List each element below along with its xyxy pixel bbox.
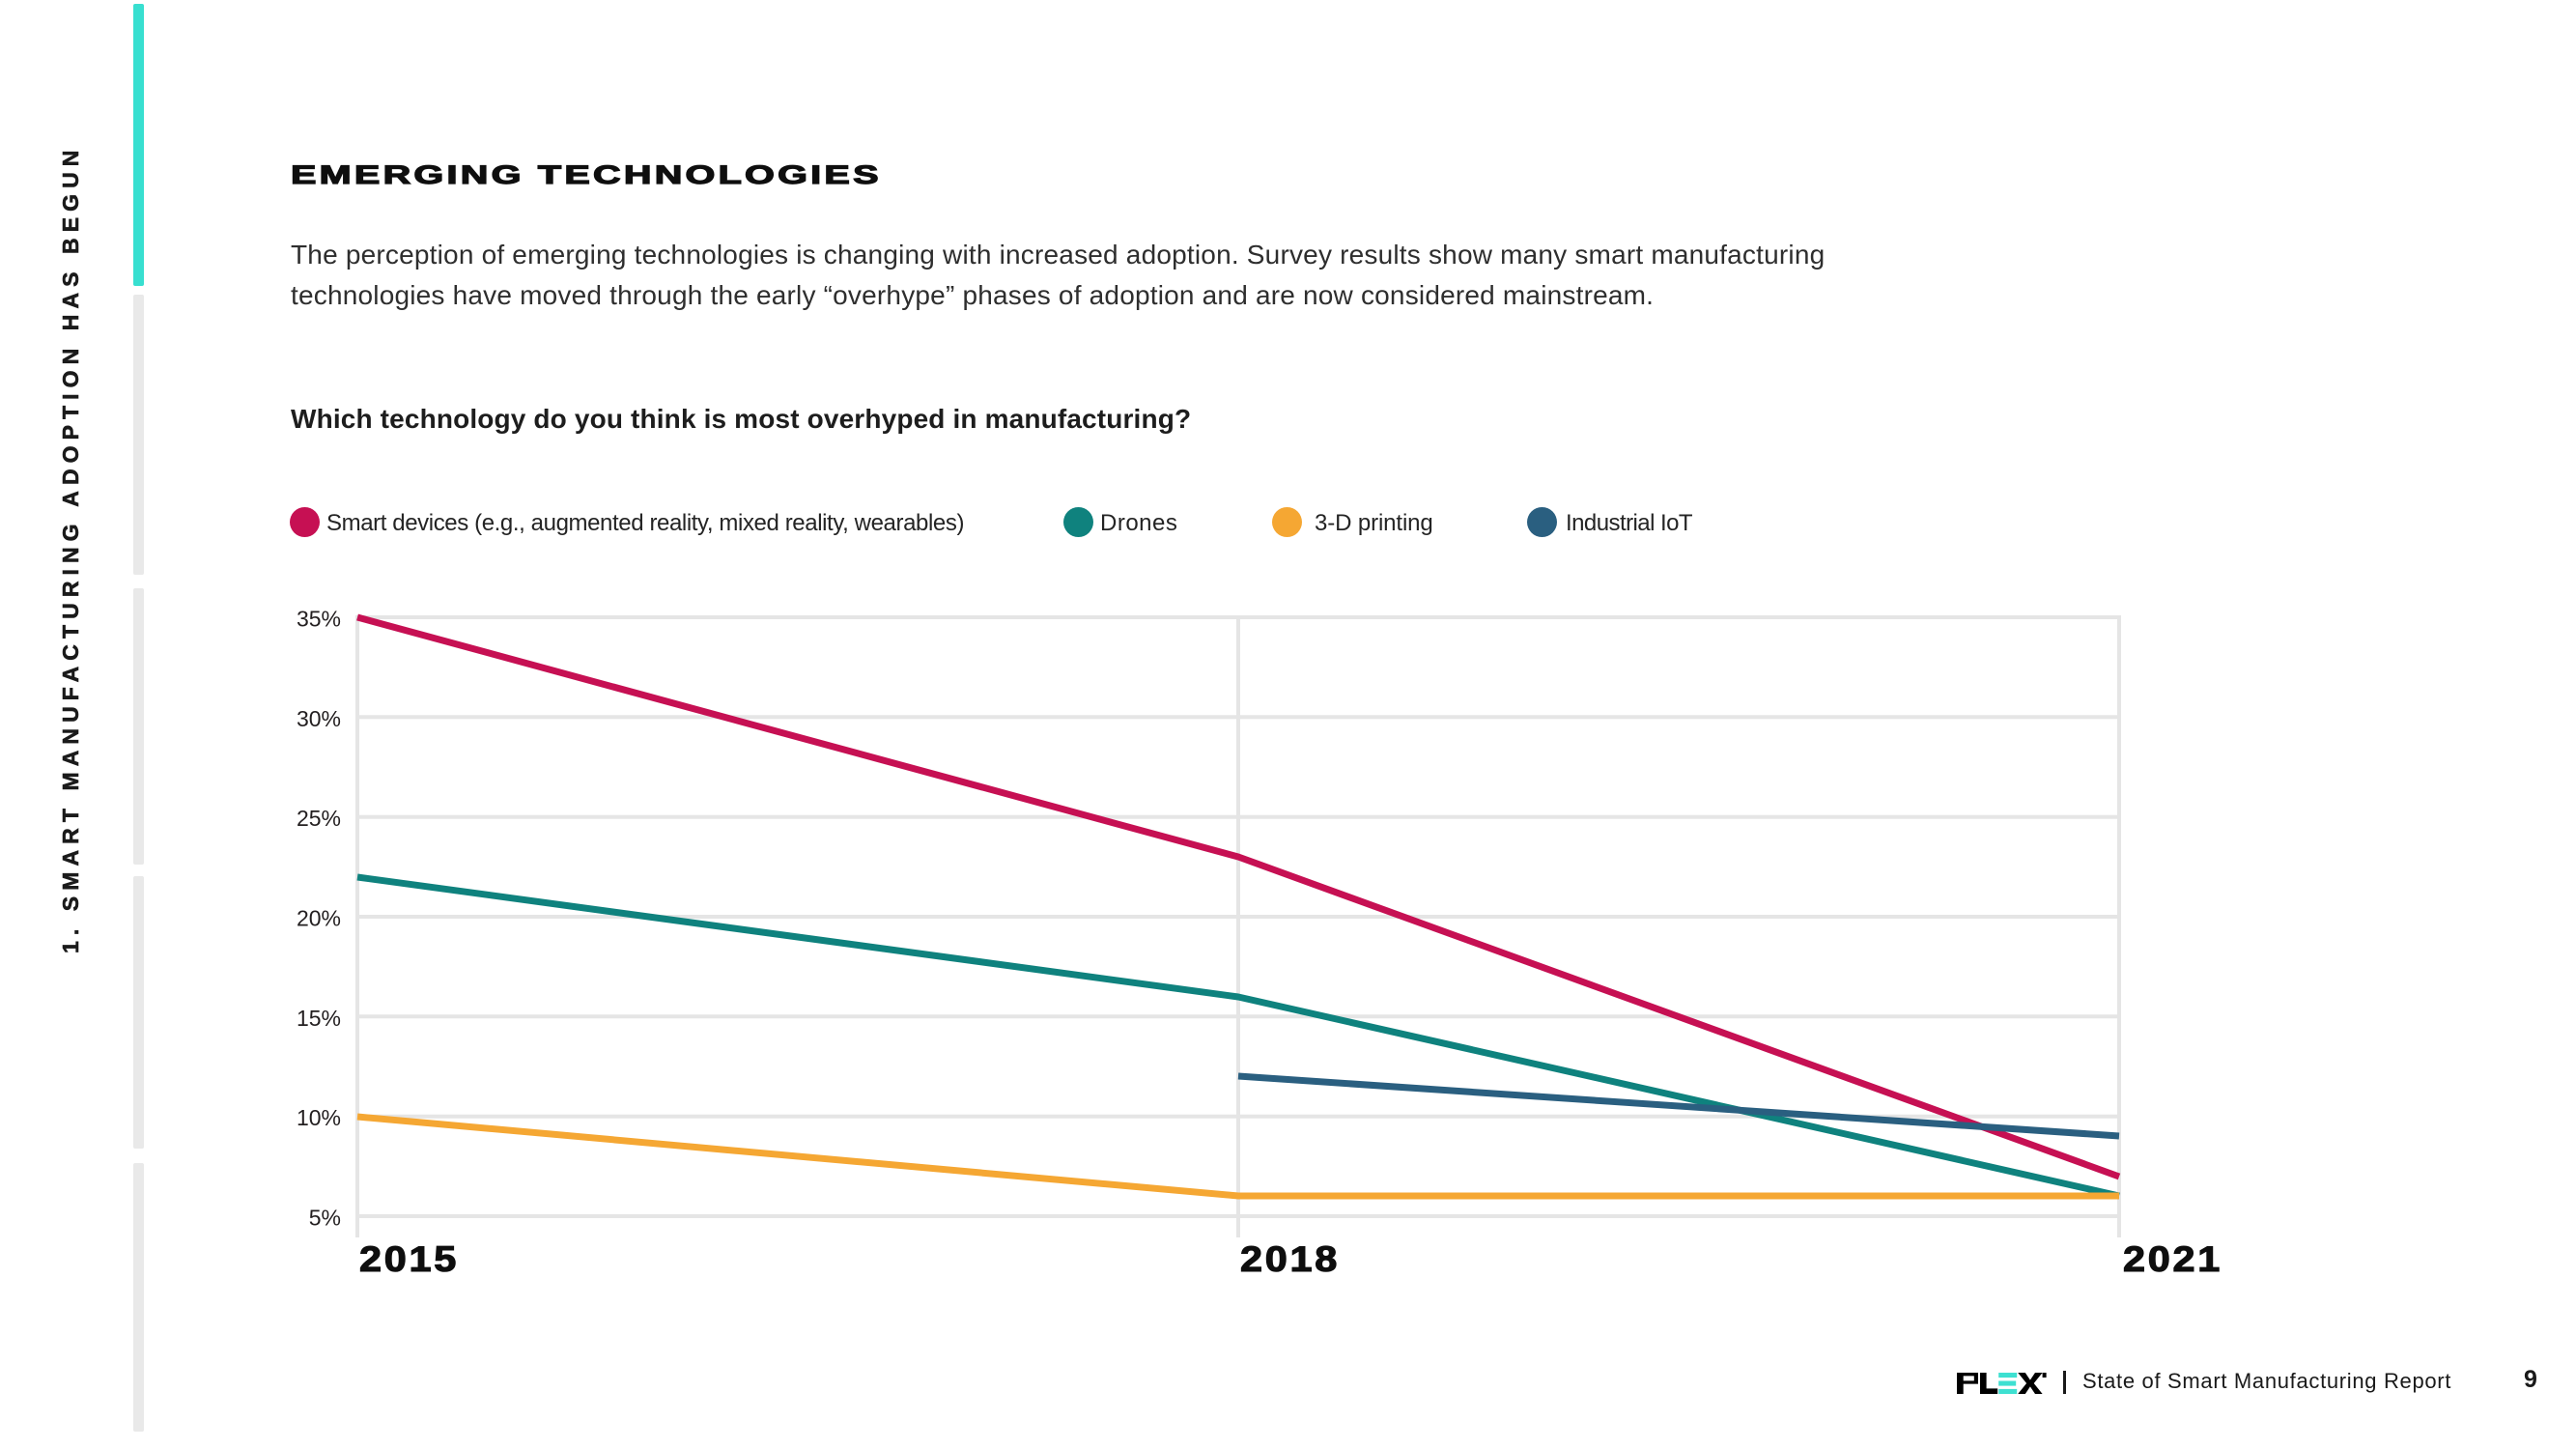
svg-text:35%: 35%: [297, 607, 341, 632]
svg-text:10%: 10%: [297, 1105, 341, 1130]
svg-text:5%: 5%: [309, 1206, 341, 1231]
svg-text:25%: 25%: [297, 806, 341, 831]
svg-text:15%: 15%: [297, 1006, 341, 1031]
svg-text:30%: 30%: [297, 706, 341, 731]
svg-text:20%: 20%: [297, 906, 341, 931]
